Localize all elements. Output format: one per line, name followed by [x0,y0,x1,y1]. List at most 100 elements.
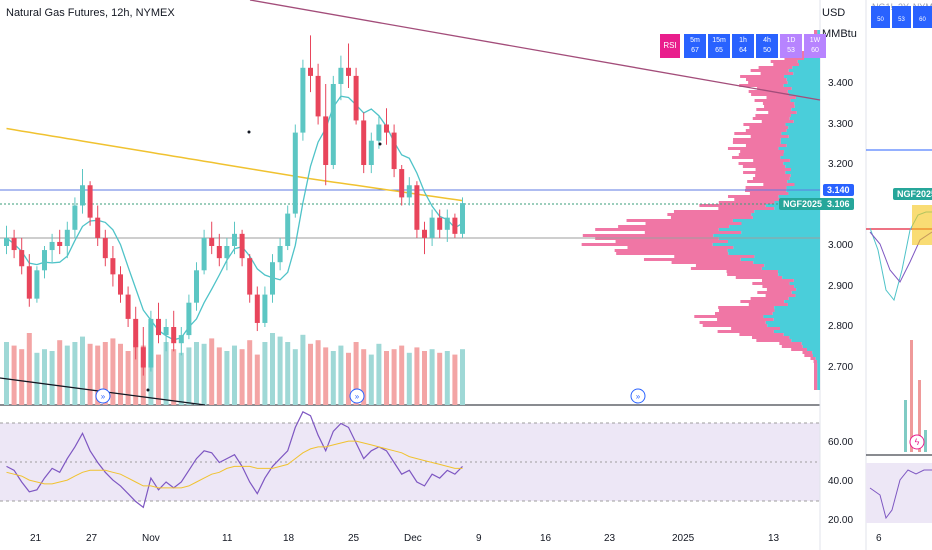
candle[interactable] [57,241,63,246]
candle[interactable] [110,258,116,275]
candle[interactable] [361,120,367,165]
candle[interactable] [391,132,397,170]
event-icon[interactable]: » [95,388,111,404]
candle[interactable] [4,237,9,246]
timeframe-tag-5m[interactable]: 5m 67 [684,34,706,58]
profile-bar [768,111,797,114]
candle[interactable] [330,84,336,165]
candle[interactable] [444,217,450,230]
candle[interactable] [102,237,108,259]
candle[interactable] [346,67,351,76]
trendline-upper[interactable] [249,0,821,101]
candle[interactable] [338,67,344,84]
candle[interactable] [95,217,101,238]
profile-bar [797,60,820,63]
candle[interactable] [232,233,237,246]
candle[interactable] [414,185,420,230]
candle[interactable] [437,217,443,230]
candle[interactable] [125,294,131,319]
event-icon[interactable]: » [349,388,365,404]
candle[interactable] [64,229,70,246]
candle[interactable] [384,124,389,133]
candle[interactable] [247,258,253,295]
event-icon[interactable]: » [630,388,646,404]
candle[interactable] [49,241,55,251]
profile-bar [595,228,719,231]
timeframe-tag-1w[interactable]: 1W 60 [804,34,826,58]
candle[interactable] [186,302,192,336]
profile-bar [752,336,790,339]
profile-bar [785,171,820,174]
candle[interactable] [224,246,230,259]
candles[interactable] [4,35,465,376]
timeframe-tag-4h[interactable]: 4h 50 [756,34,778,58]
candle[interactable] [239,233,245,259]
candle[interactable] [148,318,154,368]
candle[interactable] [216,246,222,259]
candle[interactable] [292,132,298,214]
profile-bar [748,81,788,84]
candle[interactable] [270,262,275,295]
mini-tag[interactable]: 50 [871,6,890,28]
candle[interactable] [209,237,215,246]
volume-bar [209,338,215,405]
mini-tag[interactable]: 53 [892,6,911,28]
candle[interactable] [353,75,359,121]
candle[interactable] [178,335,184,344]
candle[interactable] [376,124,382,141]
candle[interactable] [34,270,40,299]
timeframe-tag-15m[interactable]: 15m 65 [708,34,730,58]
profile-bar [784,57,805,60]
candle[interactable] [460,203,465,234]
volume-bar [384,351,389,405]
mini-chart[interactable]: ϟ [866,149,932,523]
candle[interactable] [163,327,169,336]
candle[interactable] [422,229,427,238]
candle[interactable] [406,185,412,198]
candle[interactable] [201,237,207,271]
candle[interactable] [87,185,93,218]
candle[interactable] [277,246,283,263]
candle[interactable] [19,250,25,267]
candle[interactable] [156,318,161,336]
candle[interactable] [452,217,458,234]
profile-bar [747,180,788,183]
candle[interactable] [42,250,47,271]
svg-text:»: » [101,392,106,401]
rsi-badge[interactable]: RSI [660,34,680,58]
profile-bar [761,267,820,270]
candle[interactable] [26,266,32,299]
candle[interactable] [262,294,268,323]
unit-label[interactable]: MMBtu [822,28,857,40]
candle[interactable] [133,318,139,348]
candle[interactable] [254,294,260,323]
candle[interactable] [194,270,199,303]
candle[interactable] [368,140,374,165]
candle[interactable] [285,213,291,246]
candle[interactable] [300,67,306,133]
profile-bar [817,369,820,372]
candle[interactable] [140,347,146,368]
candle[interactable] [315,75,321,117]
candle[interactable] [308,67,313,76]
volume-bar [156,354,161,405]
price-axis-label: 3.000 [828,240,854,251]
mini-tag[interactable]: 60 [913,6,932,28]
profile-bar [732,219,820,222]
timeframe-tag-1d[interactable]: 1D 53 [780,34,802,58]
candle[interactable] [11,237,17,251]
profile-bar [626,219,733,222]
lightning-icon[interactable] [909,434,925,450]
candle[interactable] [399,169,405,198]
candle[interactable] [429,217,435,238]
volume-bar [239,349,245,405]
candle[interactable] [72,205,78,230]
candle[interactable] [323,116,329,165]
candle[interactable] [118,274,123,295]
timeframe-tag-1h[interactable]: 1h 64 [732,34,754,58]
volume-bar [452,354,458,405]
candle[interactable] [171,327,177,344]
currency-label[interactable]: USD [822,7,846,19]
candle[interactable] [80,185,85,206]
